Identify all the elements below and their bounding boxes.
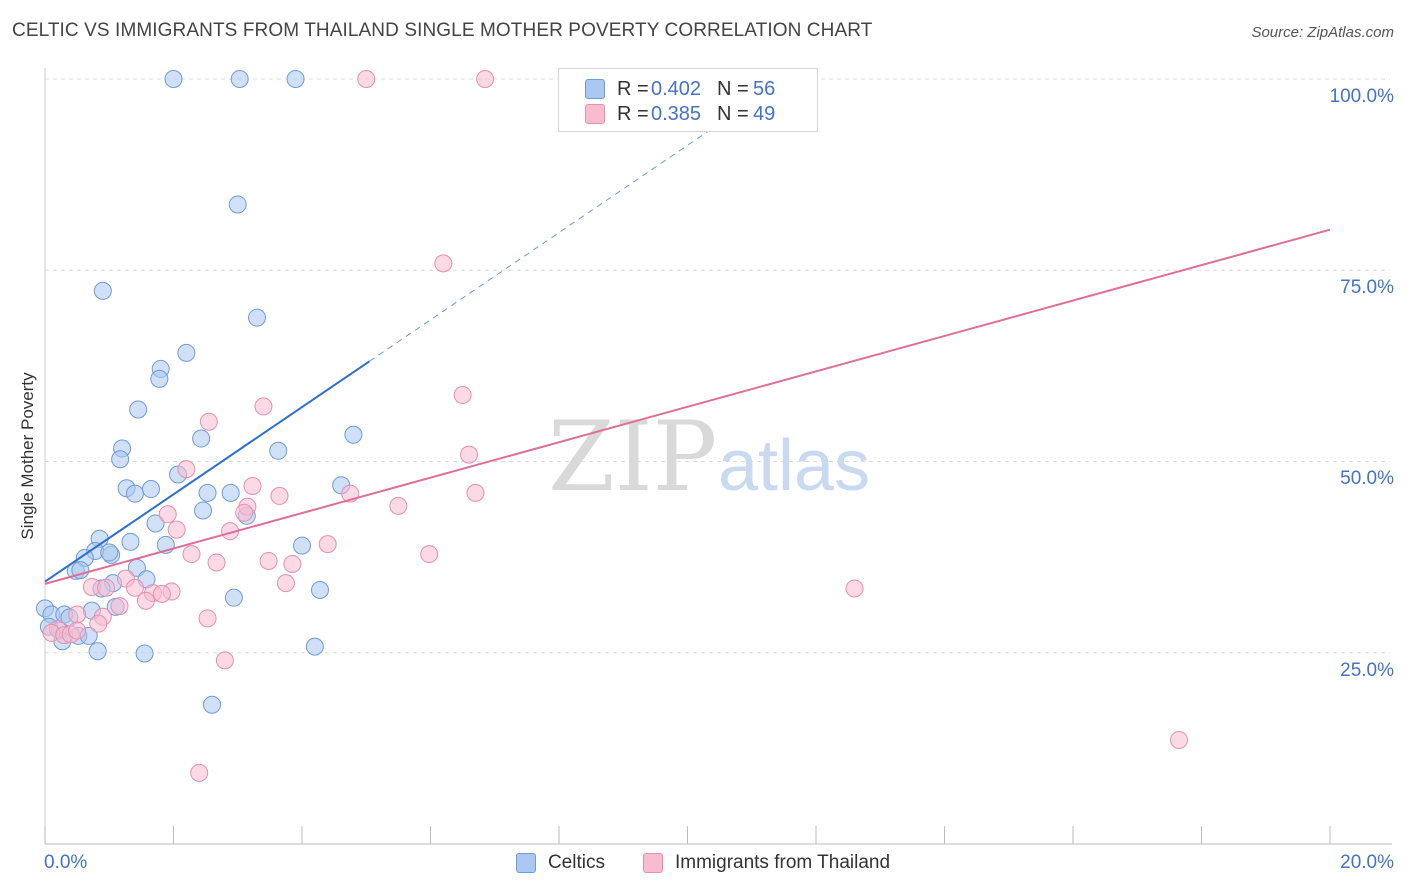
n-label: N =	[717, 102, 749, 125]
thailand-point	[476, 70, 495, 88]
watermark-zip: ZIP	[548, 401, 717, 513]
celtics-trend-extension	[369, 123, 720, 362]
celtics-point	[192, 429, 211, 448]
thailand-point	[182, 545, 201, 564]
thailand-point	[276, 574, 295, 593]
n-value: 49	[753, 102, 776, 125]
celtics-point	[286, 70, 305, 88]
celtics-point	[248, 308, 267, 327]
legend-label-celtics: Celtics	[547, 852, 605, 873]
thailand-point	[845, 579, 864, 598]
thailand-point	[270, 486, 289, 505]
chart-title: CELTIC VS IMMIGRANTS FROM THAILAND SINGL…	[12, 20, 873, 41]
r-label: R =	[617, 77, 649, 100]
celtics-point	[129, 400, 148, 419]
legend-label-thailand: Immigrants from Thailand	[674, 852, 891, 873]
celtics-point	[111, 450, 130, 469]
thailand-point	[68, 621, 87, 640]
celtics-point	[142, 480, 161, 499]
celtics-point	[100, 543, 119, 562]
celtics-point	[88, 642, 107, 661]
celtics-trend-line	[44, 360, 371, 583]
celtics-point	[269, 441, 288, 460]
legend-row-celtics: R = 0.402 N = 56	[585, 77, 775, 101]
watermark-atlas: atlas	[718, 426, 870, 506]
thailand-point	[89, 614, 108, 633]
y-tick-label-25: 25.0%	[1340, 660, 1394, 681]
thailand-point	[389, 496, 408, 515]
series-legend: Celtics Immigrants from Thailand	[0, 852, 1406, 874]
celtics-point	[230, 70, 249, 88]
n-label: N =	[717, 77, 749, 100]
thailand-point	[110, 597, 129, 616]
celtics-point	[293, 536, 311, 555]
thailand-point	[420, 545, 439, 564]
celtics-point	[93, 281, 112, 300]
legend-item-thailand[interactable]: Immigrants from Thailand	[642, 852, 891, 874]
thailand-swatch	[642, 853, 663, 873]
thailand-point	[1170, 730, 1189, 749]
celtics-point	[203, 695, 222, 714]
source-label: Source: ZipAtlas.com	[1251, 24, 1394, 41]
y-tick-label-75: 75.0%	[1340, 277, 1394, 298]
thailand-point	[136, 591, 155, 610]
celtics-point	[310, 581, 329, 600]
celtics-swatch	[585, 79, 605, 99]
thailand-point	[158, 505, 177, 524]
celtics-point	[146, 514, 165, 533]
celtics-point	[177, 343, 196, 362]
stats-legend: R = 0.402 N = 56 R = 0.385 N = 49	[558, 68, 818, 132]
thailand-point	[434, 254, 453, 273]
celtics-point	[135, 644, 154, 663]
thailand-point	[177, 460, 196, 479]
thailand-point	[97, 578, 116, 597]
celtics-point	[125, 484, 144, 503]
thailand-trend-line	[44, 228, 1331, 585]
x-tick-label-0: 0.0%	[44, 852, 88, 873]
x-tick-label-20: 20.0%	[1340, 852, 1394, 873]
thailand-point	[68, 605, 87, 624]
celtics-point	[305, 637, 324, 656]
celtics-point	[150, 369, 169, 388]
thailand-swatch	[585, 104, 605, 124]
legend-row-thailand: R = 0.385 N = 49	[585, 102, 775, 126]
thailand-point	[190, 763, 209, 782]
celtics-point	[228, 195, 247, 214]
thailand-point	[453, 385, 472, 404]
celtics-point	[198, 483, 217, 502]
thailand-point	[466, 483, 485, 502]
thailand-point	[199, 412, 218, 431]
thailand-point	[243, 476, 262, 495]
thailand-point	[215, 651, 234, 670]
celtics-point	[344, 425, 363, 444]
celtics-point	[224, 588, 243, 607]
thailand-point	[125, 578, 144, 597]
thailand-point	[254, 397, 273, 416]
celtics-point	[121, 532, 140, 551]
celtics-point	[221, 483, 240, 502]
legend-item-celtics[interactable]: Celtics	[515, 852, 605, 874]
celtics-point	[194, 501, 213, 520]
thailand-point	[235, 503, 254, 522]
r-value: 0.402	[651, 77, 702, 100]
celtics-point	[164, 70, 183, 88]
thailand-point	[167, 520, 186, 539]
y-tick-label-100: 100.0%	[1329, 86, 1394, 107]
r-label: R =	[617, 102, 649, 125]
thailand-point	[357, 70, 376, 88]
thailand-point	[318, 535, 337, 554]
n-value: 56	[753, 77, 776, 100]
thailand-point	[152, 584, 171, 603]
thailand-point	[207, 553, 226, 572]
thailand-point	[283, 555, 302, 574]
thailand-point	[198, 609, 217, 628]
celtics-swatch	[515, 853, 536, 873]
y-tick-label-50: 50.0%	[1340, 468, 1394, 489]
thailand-point	[460, 445, 479, 464]
r-value: 0.385	[651, 102, 702, 125]
thailand-point	[259, 551, 278, 570]
